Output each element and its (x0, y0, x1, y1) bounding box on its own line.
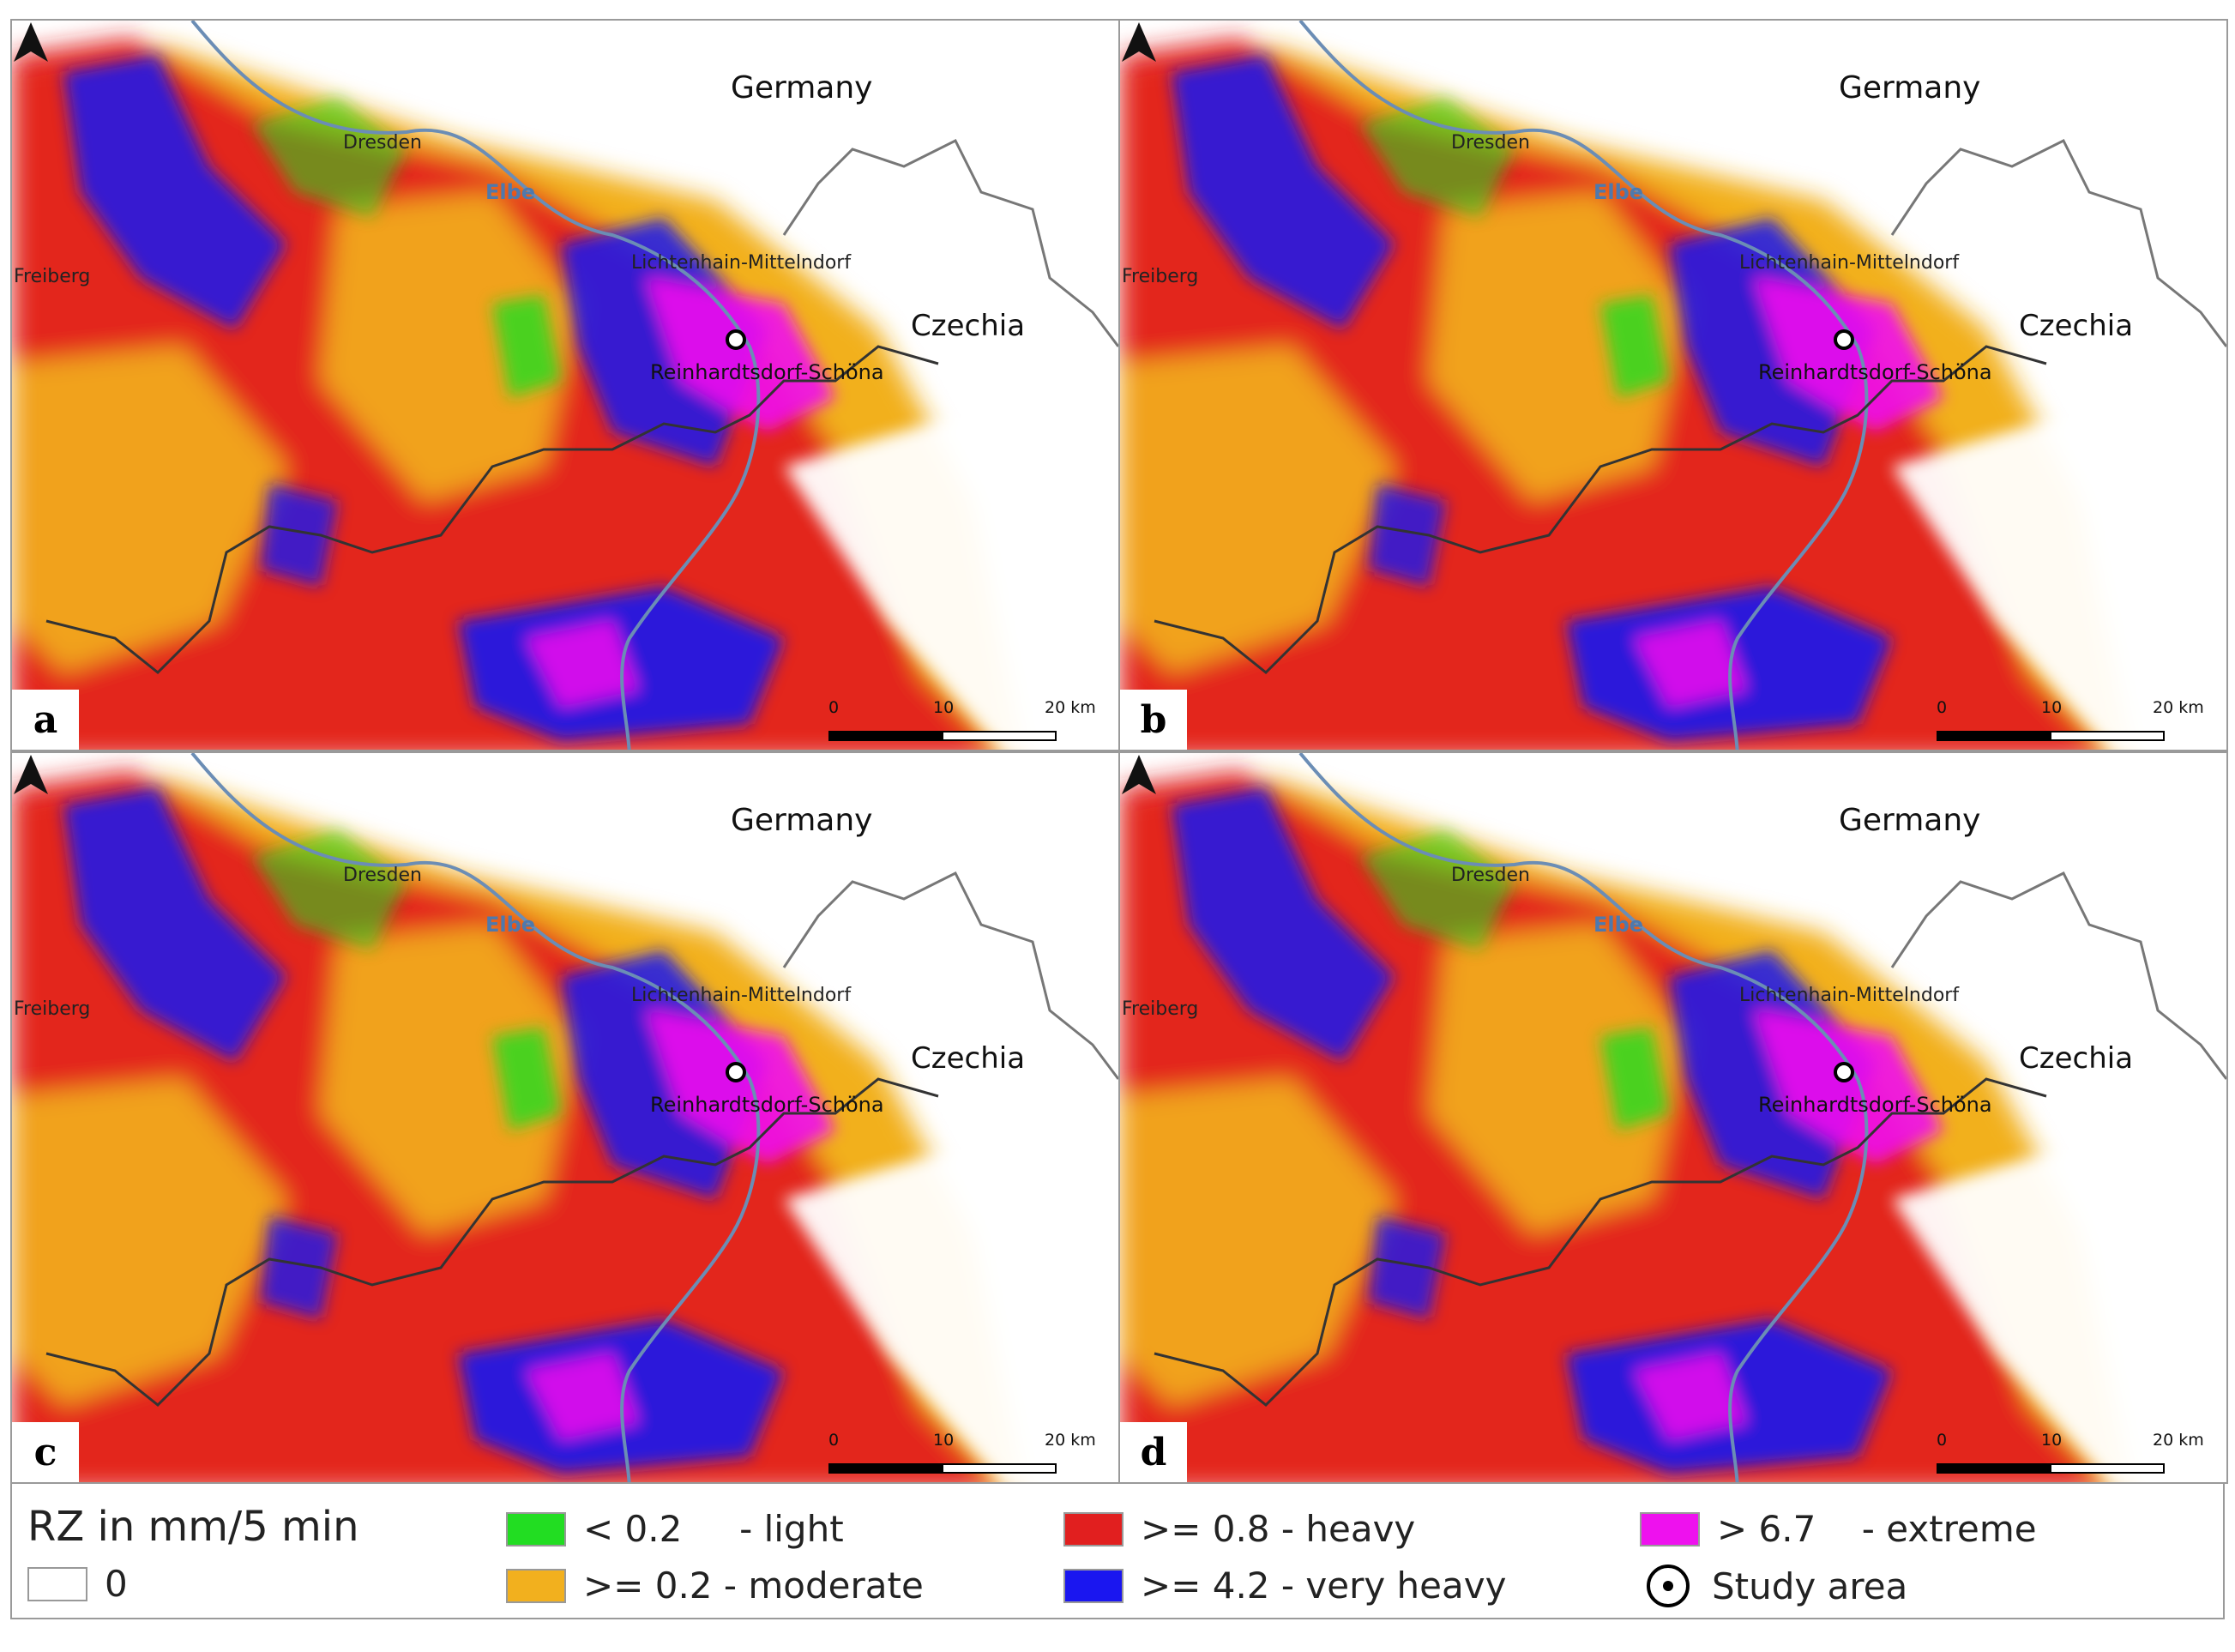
panel-letter-a: a (12, 690, 79, 750)
place-dresden: Dresden (1451, 132, 1530, 154)
map-panel-d: Germany Czechia Dresden Elbe Freiberg Li… (1118, 751, 2228, 1484)
study-area-marker (1834, 1062, 1854, 1082)
place-elbe: Elbe (485, 913, 536, 937)
place-czechia: Czechia (911, 1041, 1026, 1076)
scale-bar: 0 10 20 km (828, 1427, 1111, 1479)
place-germany: Germany (731, 803, 873, 838)
legend-swatch (1063, 1568, 1124, 1603)
panel-letter-b: b (1120, 690, 1187, 750)
place-reinhardtsdorf: Reinhardtsdorf-Schöna (1758, 360, 1992, 384)
scale-bar: 0 10 20 km (828, 695, 1111, 746)
place-reinhardtsdorf: Reinhardtsdorf-Schöna (650, 360, 884, 384)
legend-swatch (27, 1566, 87, 1601)
legend-swatch (1063, 1511, 1124, 1546)
radar-map-c (12, 753, 1118, 1484)
radar-map-b (1120, 21, 2226, 751)
place-lichtenhain: Lichtenhain-Mittelndorf (631, 985, 852, 1006)
panel-letter-d: d (1120, 1422, 1187, 1482)
place-freiberg: Freiberg (1122, 266, 1199, 287)
map-panel-b: Germany Czechia Dresden Elbe Freiberg Li… (1118, 19, 2228, 751)
place-lichtenhain: Lichtenhain-Mittelndorf (1739, 985, 1960, 1006)
legend-label: >= 0.2 - moderate (583, 1565, 924, 1607)
legend-label: >= 4.2 - very heavy (1141, 1565, 1507, 1607)
legend-item-very-heavy: >= 4.2 - very heavy (1063, 1565, 1506, 1607)
legend-label: 0 (105, 1563, 128, 1605)
legend-swatch (506, 1568, 566, 1603)
legend-item-zero: 0 (27, 1563, 128, 1605)
place-lichtenhain: Lichtenhain-Mittelndorf (1739, 252, 1960, 274)
scale-bar: 0 10 20 km (1937, 695, 2220, 746)
place-elbe: Elbe (1593, 913, 1644, 937)
place-czechia: Czechia (2019, 1041, 2134, 1076)
place-germany: Germany (1839, 70, 1981, 106)
place-reinhardtsdorf: Reinhardtsdorf-Schöna (650, 1093, 884, 1117)
north-arrow-icon (1122, 22, 1156, 62)
place-dresden: Dresden (343, 132, 422, 154)
legend-label: >= 0.8 - heavy (1141, 1508, 1416, 1550)
north-arrow-icon (14, 755, 48, 794)
legend-label: Study area (1712, 1565, 1908, 1607)
map-panel-a: Germany Czechia Dresden Elbe Freiberg Li… (10, 19, 1120, 751)
place-germany: Germany (731, 70, 873, 106)
study-area-marker (1834, 329, 1854, 350)
place-dresden: Dresden (1451, 865, 1530, 886)
study-area-marker (726, 1062, 746, 1082)
legend-item-extreme: > 6.7 - extreme (1640, 1508, 2037, 1550)
scale-bar: 0 10 20 km (1937, 1427, 2220, 1479)
legend-label: < 0.2 - light (583, 1508, 844, 1550)
legend-label: > 6.7 - extreme (1717, 1508, 2037, 1550)
study-area-icon (1647, 1565, 1690, 1607)
legend-item-study-area: Study area (1647, 1565, 1907, 1607)
place-czechia: Czechia (2019, 309, 2134, 343)
study-area-marker (726, 329, 746, 350)
north-arrow-icon (1122, 755, 1156, 794)
place-elbe: Elbe (1593, 180, 1644, 204)
place-lichtenhain: Lichtenhain-Mittelndorf (631, 252, 852, 274)
radar-map-d (1120, 753, 2226, 1484)
place-freiberg: Freiberg (1122, 998, 1199, 1020)
place-reinhardtsdorf: Reinhardtsdorf-Schöna (1758, 1093, 1992, 1117)
place-freiberg: Freiberg (14, 266, 91, 287)
map-panel-c: Germany Czechia Dresden Elbe Freiberg Li… (10, 751, 1120, 1484)
place-dresden: Dresden (343, 865, 422, 886)
panel-letter-c: c (12, 1422, 79, 1482)
radar-map-a (12, 21, 1118, 751)
place-germany: Germany (1839, 803, 1981, 838)
north-arrow-icon (14, 22, 48, 62)
legend: RZ in mm/5 min 0 < 0.2 - light >= 0.2 - … (10, 1482, 2225, 1619)
place-freiberg: Freiberg (14, 998, 91, 1020)
place-czechia: Czechia (911, 309, 1026, 343)
legend-swatch (1640, 1511, 1700, 1546)
place-elbe: Elbe (485, 180, 536, 204)
legend-item-heavy: >= 0.8 - heavy (1063, 1508, 1415, 1550)
legend-swatch (506, 1511, 566, 1546)
legend-item-light: < 0.2 - light (506, 1508, 844, 1550)
legend-title: RZ in mm/5 min (27, 1503, 359, 1551)
legend-item-moderate: >= 0.2 - moderate (506, 1565, 924, 1607)
